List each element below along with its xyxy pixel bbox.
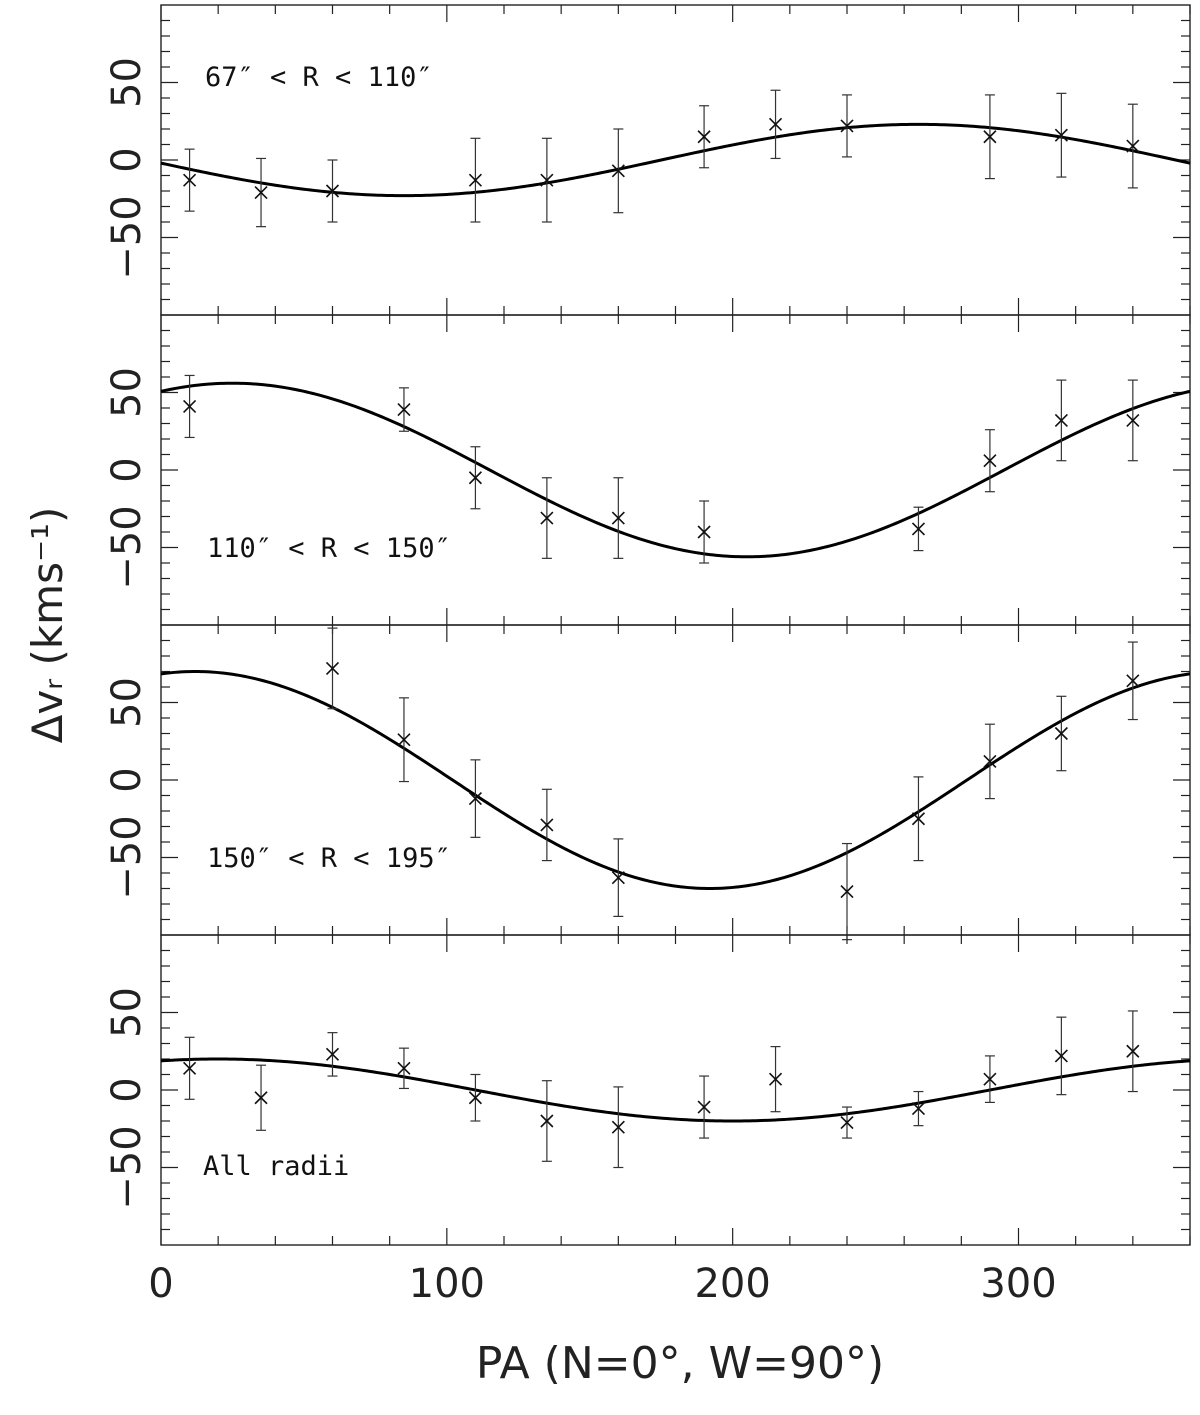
y-tick-label: 50 xyxy=(104,57,150,108)
panel-label: 110″ < R < 150″ xyxy=(207,533,451,564)
model-curve xyxy=(160,1057,1191,1123)
x-tick-label: 200 xyxy=(694,1261,770,1307)
data-point xyxy=(911,522,926,536)
data-point xyxy=(254,185,268,200)
data-point xyxy=(540,818,554,832)
y-tick-label: 50 xyxy=(104,367,150,418)
data-point xyxy=(397,1061,411,1075)
panel-label: All radii xyxy=(203,1151,349,1182)
data-point xyxy=(840,119,854,133)
panel-frame xyxy=(160,624,1191,936)
panel-frame xyxy=(160,4,1191,316)
panel-1: −50 0 50 67″ < R < 110″ xyxy=(104,4,1191,316)
x-tick-label: 0 xyxy=(148,1261,173,1307)
y-tick-label: 0 xyxy=(104,1077,150,1102)
data-point xyxy=(697,1100,711,1114)
y-tick-label: 0 xyxy=(104,147,150,172)
data-point xyxy=(468,1091,482,1105)
data-point xyxy=(983,130,997,144)
data-point xyxy=(983,754,997,768)
data-point xyxy=(611,511,625,525)
data-point xyxy=(1054,726,1068,741)
data-point xyxy=(397,733,411,747)
data-point xyxy=(397,402,411,417)
data-point xyxy=(911,1102,926,1116)
data-point xyxy=(325,1047,340,1061)
panel-label: 150″ < R < 195″ xyxy=(207,843,451,874)
data-point xyxy=(1126,674,1140,688)
data-point xyxy=(1054,413,1068,427)
y-tick-label: −50 xyxy=(104,195,150,279)
data-point xyxy=(840,885,854,899)
y-tick-label: 0 xyxy=(104,767,150,792)
data-point xyxy=(768,1072,783,1086)
y-tick-label: −50 xyxy=(104,505,150,589)
data-point xyxy=(468,471,482,485)
data-point xyxy=(254,1091,268,1105)
data-point xyxy=(540,511,554,525)
data-point xyxy=(1054,128,1068,142)
data-point xyxy=(911,812,926,826)
x-tick-label: 100 xyxy=(409,1261,485,1307)
model-curve xyxy=(160,381,1191,559)
data-point xyxy=(183,1061,197,1075)
data-point xyxy=(983,1072,997,1086)
data-point xyxy=(697,525,711,539)
y-tick-label: 50 xyxy=(104,987,150,1038)
y-axis-label: Δvᵣ (kms⁻¹) xyxy=(23,507,72,744)
y-tick-label: 50 xyxy=(104,677,150,728)
model-curve xyxy=(160,122,1191,198)
data-point xyxy=(325,661,340,675)
data-point xyxy=(768,117,783,131)
data-point xyxy=(840,1115,854,1130)
data-point xyxy=(983,454,997,468)
data-point xyxy=(468,173,482,187)
data-point xyxy=(1054,1049,1068,1063)
data-point xyxy=(1126,1044,1140,1058)
y-tick-label: −50 xyxy=(104,1125,150,1209)
data-point xyxy=(540,1114,554,1128)
data-point xyxy=(1126,413,1140,427)
data-point xyxy=(325,184,340,198)
x-axis-label: PA (N=0°, W=90°) xyxy=(476,1338,884,1389)
y-tick-label: −50 xyxy=(104,815,150,899)
panel-frame xyxy=(160,934,1191,1246)
panel-2: −50 0 50 110″ < R < 150″ xyxy=(104,314,1191,626)
data-point xyxy=(611,871,625,885)
panel-label: 67″ < R < 110″ xyxy=(205,62,433,93)
data-point xyxy=(1126,139,1140,153)
data-point xyxy=(183,173,197,187)
data-point xyxy=(468,792,482,806)
data-point xyxy=(611,164,625,178)
y-tick-label: 0 xyxy=(104,457,150,482)
panel-3: −50 0 50 150″ < R < 195″ xyxy=(104,624,1191,941)
data-point xyxy=(183,399,197,414)
x-tick-label: 300 xyxy=(980,1261,1056,1307)
panel-4: −50 0 50 All radii xyxy=(104,934,1191,1246)
data-point xyxy=(540,173,554,187)
data-point xyxy=(697,130,711,144)
panel-frame xyxy=(160,314,1191,626)
data-point xyxy=(611,1120,625,1134)
